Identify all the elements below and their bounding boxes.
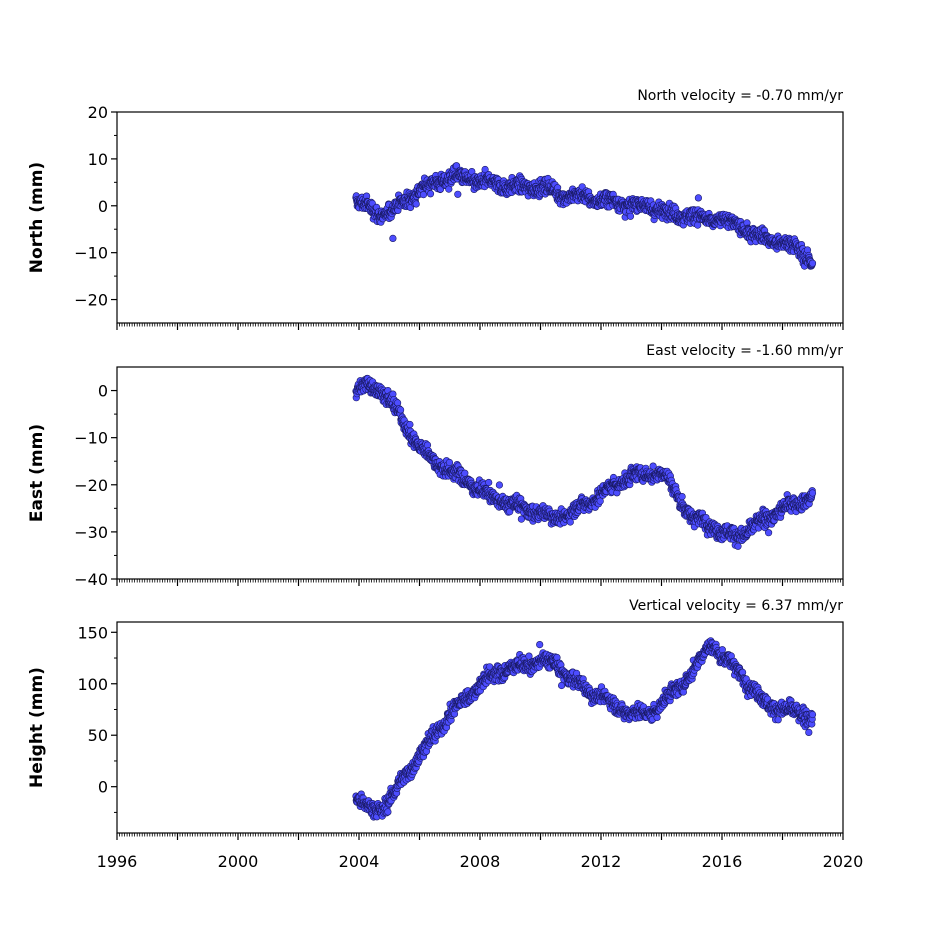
data-point bbox=[536, 640, 544, 649]
data-point bbox=[481, 165, 489, 174]
data-point bbox=[406, 420, 414, 429]
data-point bbox=[808, 259, 817, 267]
velocity-annotation-north: North velocity = -0.70 mm/yr bbox=[637, 88, 843, 104]
scatter-points-north bbox=[352, 162, 817, 270]
y-tick-label: 0 bbox=[98, 382, 108, 401]
data-point bbox=[808, 489, 817, 497]
data-point bbox=[384, 808, 392, 816]
data-point bbox=[764, 529, 773, 537]
y-tick-label: 150 bbox=[77, 623, 108, 642]
data-point bbox=[694, 194, 703, 202]
data-point bbox=[649, 462, 657, 470]
y-tick-label: 0 bbox=[98, 778, 108, 797]
y-tick-label: −40 bbox=[74, 570, 108, 589]
panel-north: −20 −10 0 10 20 North velocity = -0.70 mm/yr N… bbox=[27, 88, 844, 330]
data-point bbox=[485, 478, 493, 487]
data-point bbox=[397, 406, 405, 414]
data-point bbox=[461, 469, 469, 477]
y-axis-label-north: North (mm) bbox=[27, 162, 47, 273]
y-tick-label: −10 bbox=[74, 244, 108, 263]
axes-frame-height bbox=[116, 621, 844, 834]
data-point bbox=[805, 728, 813, 737]
data-point bbox=[419, 191, 428, 199]
data-point bbox=[445, 458, 454, 467]
data-point bbox=[454, 190, 462, 198]
data-point bbox=[495, 481, 504, 489]
data-point bbox=[412, 200, 420, 208]
data-point bbox=[774, 716, 782, 724]
data-point bbox=[718, 646, 726, 654]
y-tick-label: −20 bbox=[74, 291, 108, 310]
data-point bbox=[423, 441, 432, 449]
data-point bbox=[626, 212, 635, 220]
data-point bbox=[525, 652, 533, 660]
data-point bbox=[596, 497, 604, 505]
y-tick-label: 50 bbox=[88, 726, 108, 745]
data-point bbox=[566, 518, 574, 526]
data-point bbox=[517, 515, 526, 523]
data-point bbox=[678, 493, 686, 501]
scatter-points-height bbox=[352, 637, 817, 821]
y-tick-label: 0 bbox=[98, 197, 108, 216]
y-tick-label: −20 bbox=[74, 476, 108, 495]
y-tick-label: 20 bbox=[88, 103, 108, 122]
data-point bbox=[389, 234, 397, 242]
scatter-points-east bbox=[352, 374, 817, 550]
y-tick-label: 100 bbox=[77, 675, 108, 694]
y-tick-label: 10 bbox=[88, 150, 108, 169]
data-point bbox=[734, 542, 742, 550]
y-tick-label: −30 bbox=[74, 523, 108, 542]
velocity-annotation-east: East velocity = -1.60 mm/yr bbox=[646, 343, 843, 359]
y-tick-label: −10 bbox=[74, 429, 108, 448]
y-axis-label-east: East (mm) bbox=[27, 424, 47, 522]
data-point bbox=[808, 710, 817, 719]
panel-east: −40 −30 −20 −10 0 East velocity = -1.60 mm/yr… bbox=[27, 343, 844, 589]
data-point bbox=[426, 190, 435, 198]
